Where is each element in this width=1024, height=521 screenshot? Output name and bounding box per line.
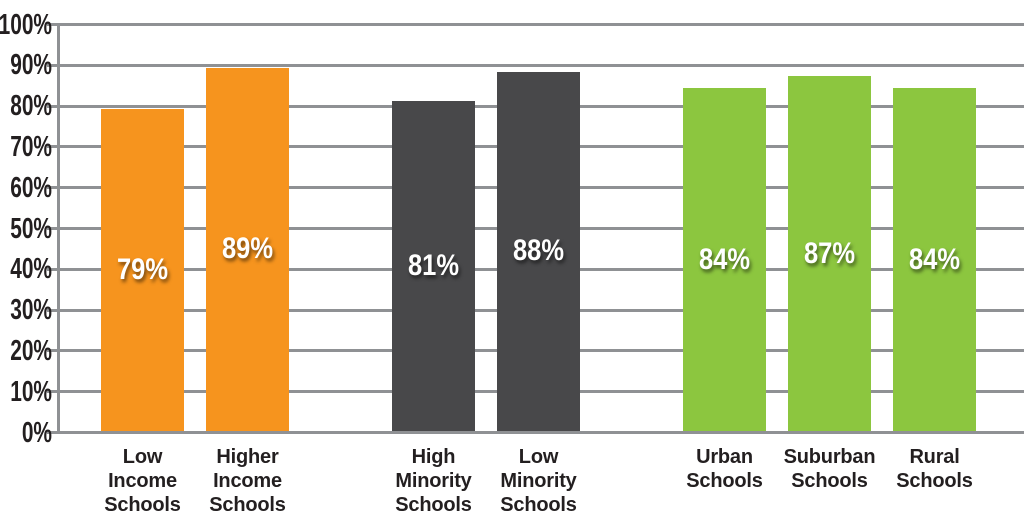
bar-value-label: 87% xyxy=(803,236,856,270)
y-axis-tick-label: 90% xyxy=(10,49,52,82)
y-axis-tick-label: 0% xyxy=(21,416,52,449)
bar-minority-1: 88% xyxy=(497,71,580,431)
bar-category-label: High Minority Schools xyxy=(395,446,472,516)
bar-value-label: 89% xyxy=(221,232,274,266)
bar-category-label: Rural Schools xyxy=(896,446,973,492)
bar-locale-2: 84% xyxy=(893,88,976,431)
bar-category-label: Suburban Schools xyxy=(783,446,876,492)
y-axis-tick-label: 10% xyxy=(10,375,52,408)
bar-minority-0: 81% xyxy=(392,100,475,431)
bar-category-label: Low Minority Schools xyxy=(500,446,577,516)
bar-category-label: Low Income Schools xyxy=(104,446,181,516)
y-axis-tick-label: 60% xyxy=(10,171,52,204)
bar-locale-0: 84% xyxy=(683,88,766,431)
bar-value-label: 88% xyxy=(512,234,565,268)
bar-category-label: Urban Schools xyxy=(686,446,763,492)
y-axis-tick-label: 20% xyxy=(10,334,52,367)
bar-category-label: Higher Income Schools xyxy=(209,446,286,516)
bar-value-label: 79% xyxy=(116,252,169,286)
y-axis-tick-label: 100% xyxy=(0,8,52,41)
bar-value-label: 84% xyxy=(698,242,751,276)
gridline xyxy=(47,431,1024,434)
gridline xyxy=(47,23,1024,26)
bar-value-label: 81% xyxy=(407,248,460,282)
bar-value-label: 84% xyxy=(908,242,961,276)
y-axis-tick-label: 30% xyxy=(10,294,52,327)
y-axis-tick-label: 40% xyxy=(10,253,52,286)
bar-income-0: 79% xyxy=(101,108,184,431)
gridline xyxy=(47,63,1024,67)
bar-income-1: 89% xyxy=(206,67,289,431)
bar-locale-1: 87% xyxy=(788,76,871,431)
y-axis-tick-label: 80% xyxy=(10,90,52,123)
y-axis-tick-label: 70% xyxy=(10,130,52,163)
y-axis-line xyxy=(57,23,60,434)
y-axis-tick-label: 50% xyxy=(10,212,52,245)
